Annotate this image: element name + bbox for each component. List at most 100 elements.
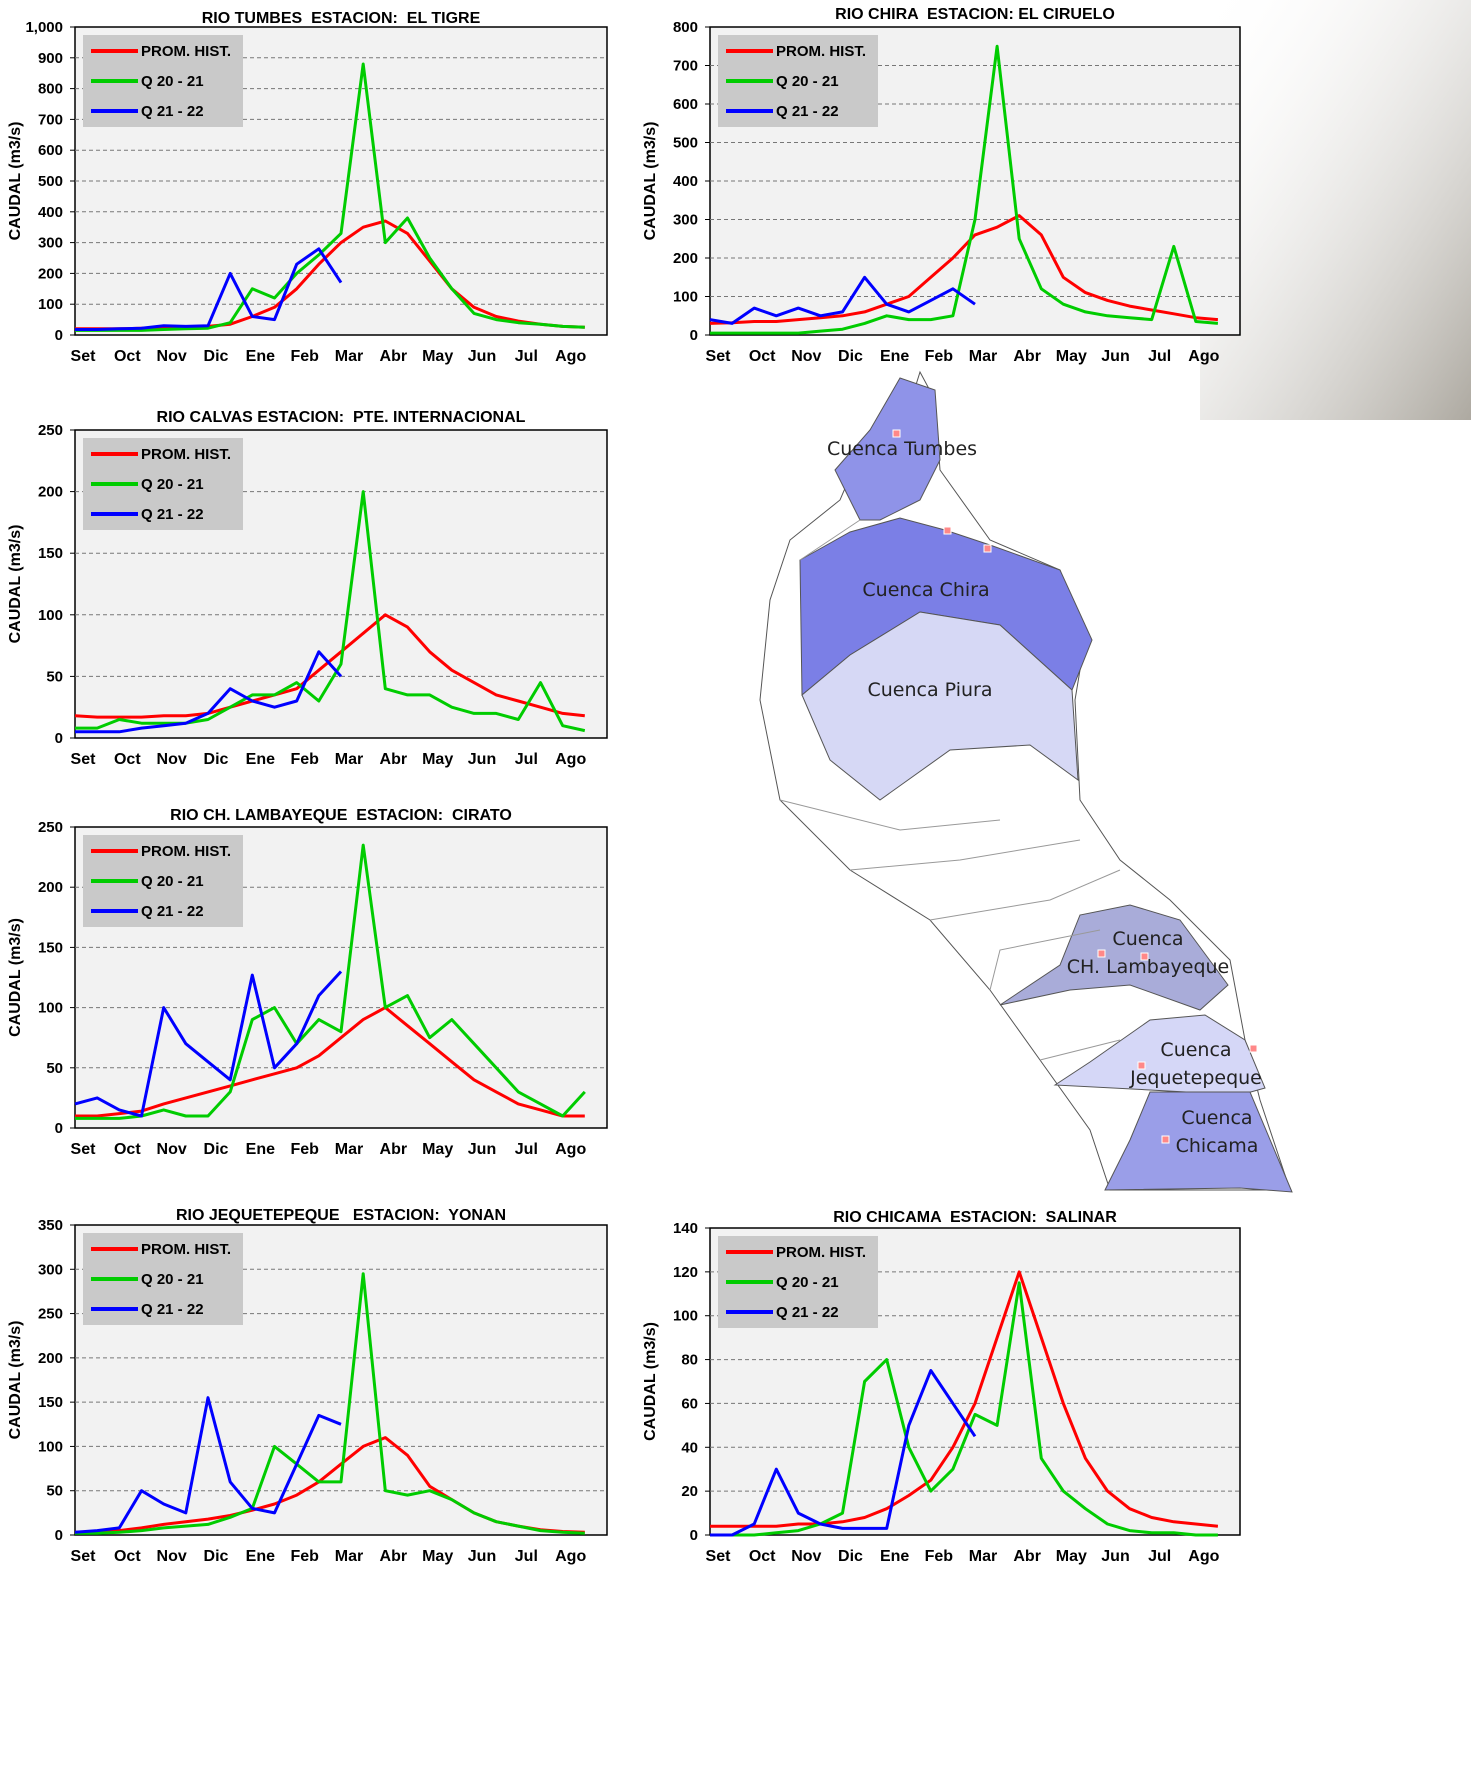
x-tick-label: Nov bbox=[157, 348, 187, 365]
x-tick-label: Ago bbox=[555, 1548, 586, 1565]
x-tick-label: Oct bbox=[114, 1141, 141, 1158]
map-label: Cuenca Chira bbox=[862, 579, 989, 601]
x-tick-label: Mar bbox=[969, 348, 997, 365]
legend-label: PROM. HIST. bbox=[141, 1241, 231, 1258]
x-tick-label: Oct bbox=[749, 1548, 776, 1565]
y-tick-label: 120 bbox=[673, 1264, 698, 1281]
legend-label: PROM. HIST. bbox=[141, 843, 231, 860]
y-tick-label: 200 bbox=[38, 265, 63, 282]
y-tick-label: 200 bbox=[38, 879, 63, 896]
legend-label: Q 20 - 21 bbox=[141, 476, 204, 493]
x-tick-label: Feb bbox=[290, 751, 319, 768]
x-tick-label: May bbox=[422, 348, 453, 365]
y-tick-label: 150 bbox=[38, 939, 63, 956]
x-tick-label: Dic bbox=[204, 751, 229, 768]
x-tick-label: Ene bbox=[246, 751, 275, 768]
y-tick-label: 100 bbox=[38, 296, 63, 313]
legend-label: PROM. HIST. bbox=[141, 446, 231, 463]
chart: RIO CALVAS ESTACION: PTE. INTERNACIONAL C… bbox=[7, 409, 608, 768]
x-tick-label: Jul bbox=[1148, 348, 1171, 365]
x-tick-label: Jun bbox=[468, 1141, 496, 1158]
chart: RIO CHICAMA ESTACION: SALINAR CAUDAL (m3/… bbox=[642, 1209, 1241, 1565]
map-label: Cuenca Piura bbox=[868, 679, 993, 701]
station-marker bbox=[943, 526, 952, 535]
y-tick-label: 500 bbox=[673, 135, 698, 152]
y-tick-label: 0 bbox=[690, 327, 698, 344]
x-tick-label: Abr bbox=[380, 348, 408, 365]
x-tick-label: Nov bbox=[157, 1548, 187, 1565]
x-tick-label: Ene bbox=[880, 348, 909, 365]
y-axis-label: CAUDAL (m3/s) bbox=[7, 918, 24, 1037]
basin-lambayeque bbox=[999, 904, 1229, 1011]
y-tick-label: 1,000 bbox=[25, 19, 63, 36]
series-line bbox=[710, 44, 1219, 335]
y-tick-label: 140 bbox=[673, 1220, 698, 1237]
y-axis-label: CAUDAL (m3/s) bbox=[7, 1321, 24, 1440]
chart: RIO CH. LAMBAYEQUE ESTACION: CIRATO CAUDA… bbox=[7, 807, 608, 1158]
y-tick-label: 20 bbox=[681, 1483, 698, 1500]
x-tick-label: Abr bbox=[380, 751, 408, 768]
y-tick-label: 80 bbox=[681, 1352, 698, 1369]
y-tick-label: 900 bbox=[38, 50, 63, 67]
legend-label: Q 21 - 22 bbox=[141, 1301, 204, 1318]
x-tick-label: Jun bbox=[468, 348, 496, 365]
station-marker bbox=[1137, 1061, 1146, 1070]
y-tick-label: 150 bbox=[38, 1394, 63, 1411]
x-tick-label: Feb bbox=[290, 348, 319, 365]
x-tick-label: Jul bbox=[515, 1141, 538, 1158]
x-tick-label: Oct bbox=[114, 1548, 141, 1565]
map-label: Cuenca Tumbes bbox=[827, 438, 977, 460]
background-image bbox=[1200, 0, 1471, 420]
x-tick-label: Jul bbox=[515, 1548, 538, 1565]
legend-label: Q 21 - 22 bbox=[776, 103, 839, 120]
x-tick-label: Mar bbox=[335, 348, 363, 365]
y-tick-label: 400 bbox=[673, 173, 698, 190]
x-tick-label: Mar bbox=[335, 1141, 363, 1158]
y-tick-label: 0 bbox=[690, 1527, 698, 1544]
station-marker bbox=[892, 429, 901, 438]
legend-label: Q 21 - 22 bbox=[141, 103, 204, 120]
y-tick-label: 800 bbox=[38, 81, 63, 98]
chart: RIO TUMBES ESTACION: EL TIGRE CAUDAL (m3/… bbox=[7, 10, 608, 365]
river-lines bbox=[779, 519, 1121, 1061]
y-tick-label: 700 bbox=[38, 111, 63, 128]
y-axis-label: CAUDAL (m3/s) bbox=[642, 122, 659, 241]
series-line bbox=[74, 970, 343, 1118]
station-marker bbox=[1161, 1135, 1170, 1144]
chart-title: RIO CHICAMA ESTACION: SALINAR bbox=[833, 1209, 1117, 1226]
y-tick-label: 800 bbox=[673, 19, 698, 36]
x-tick-label: Feb bbox=[925, 348, 954, 365]
y-axis-label: CAUDAL (m3/s) bbox=[7, 525, 24, 644]
x-tick-label: Feb bbox=[290, 1141, 319, 1158]
map-label: Chicama bbox=[1176, 1135, 1259, 1157]
x-tick-label: Set bbox=[706, 1548, 732, 1565]
legend-label: Q 20 - 21 bbox=[141, 1271, 204, 1288]
x-tick-label: Dic bbox=[838, 348, 863, 365]
y-tick-label: 50 bbox=[46, 668, 63, 685]
y-tick-label: 300 bbox=[38, 1261, 63, 1278]
series-line bbox=[75, 650, 343, 734]
map-label: Jequetepeque bbox=[1129, 1067, 1262, 1089]
y-tick-label: 200 bbox=[673, 250, 698, 267]
y-tick-label: 250 bbox=[38, 1306, 63, 1323]
map-label: Cuenca bbox=[1112, 928, 1183, 950]
chart: RIO JEQUETEPEQUE ESTACION: YONAN CAUDAL (… bbox=[7, 1207, 608, 1565]
y-tick-label: 700 bbox=[673, 58, 698, 75]
x-tick-label: Set bbox=[71, 1141, 97, 1158]
x-tick-label: Oct bbox=[114, 751, 141, 768]
chart-title: RIO CHIRA ESTACION: EL CIRUELO bbox=[835, 6, 1115, 23]
legend-label: Q 20 - 21 bbox=[141, 873, 204, 890]
x-tick-label: Ago bbox=[555, 751, 586, 768]
legend-label: Q 21 - 22 bbox=[776, 1304, 839, 1321]
y-tick-label: 0 bbox=[55, 1527, 63, 1544]
x-tick-label: Dic bbox=[204, 348, 229, 365]
basin-chicama bbox=[1104, 1091, 1293, 1193]
x-tick-label: Feb bbox=[925, 1548, 954, 1565]
x-tick-label: Abr bbox=[380, 1548, 408, 1565]
x-tick-label: Dic bbox=[204, 1548, 229, 1565]
y-tick-label: 200 bbox=[38, 1350, 63, 1367]
y-tick-label: 100 bbox=[673, 289, 698, 306]
x-tick-label: Ago bbox=[1188, 348, 1219, 365]
x-tick-label: Set bbox=[71, 348, 97, 365]
y-tick-label: 300 bbox=[38, 235, 63, 252]
